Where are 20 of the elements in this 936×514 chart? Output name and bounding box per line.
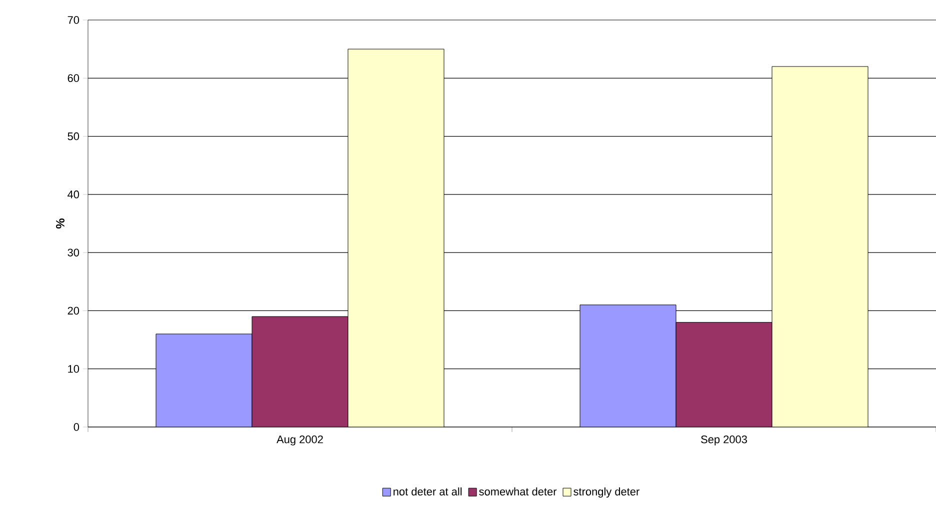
y-tick-label: 0 xyxy=(74,423,80,431)
bar xyxy=(252,316,348,427)
y-tick-label: 60 xyxy=(68,74,80,82)
bar xyxy=(772,66,868,427)
y-tick-label: 10 xyxy=(68,364,80,373)
bar xyxy=(156,334,252,427)
x-tick-label: Sep 2003 xyxy=(701,436,747,446)
y-tick-label: 20 xyxy=(68,306,80,315)
bar xyxy=(348,48,444,427)
x-tick-label: Aug 2002 xyxy=(276,436,323,446)
y-tick-label: 70 xyxy=(68,16,80,24)
y-axis-title: % xyxy=(56,218,64,229)
bar xyxy=(676,322,772,427)
y-tick-label: 50 xyxy=(68,132,80,140)
y-tick-label: 30 xyxy=(68,248,80,256)
legend-label: somewhat deter xyxy=(479,487,557,496)
legend-label: not deter at all xyxy=(394,487,462,496)
bar xyxy=(580,304,676,427)
y-tick-label: 40 xyxy=(68,190,80,198)
legend-label: strongly deter xyxy=(574,487,640,498)
